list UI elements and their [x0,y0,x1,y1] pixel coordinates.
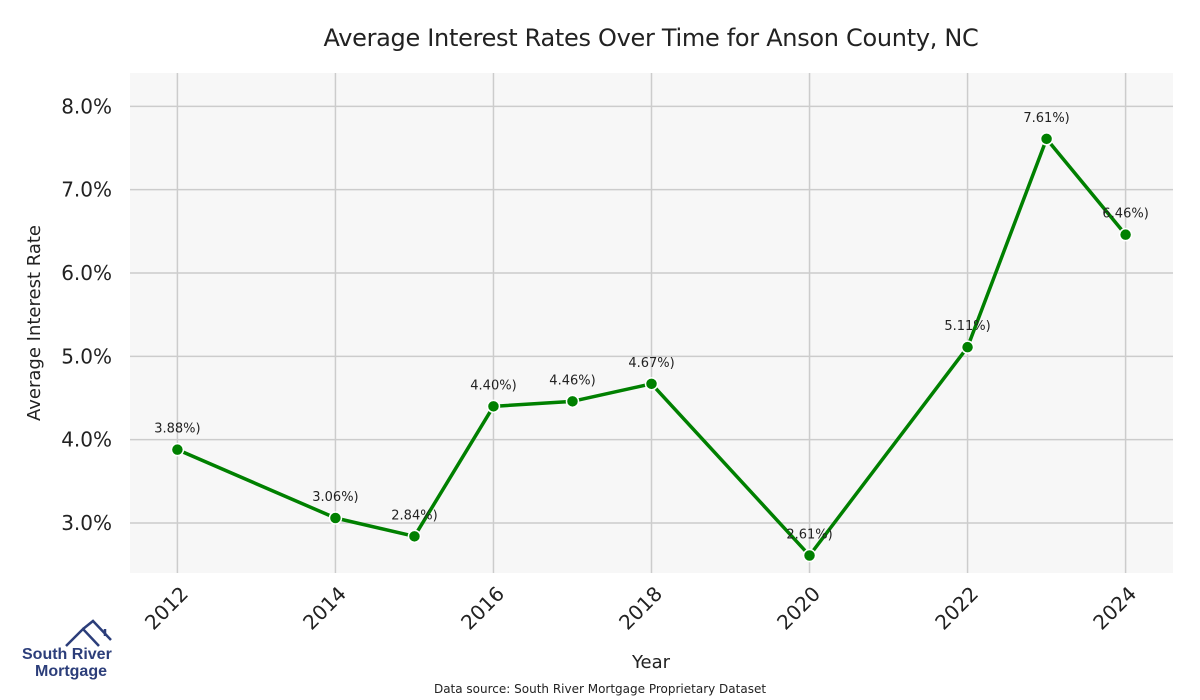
x-axis-label: Year [631,652,671,673]
logo: South River Mortgage [22,619,112,680]
data-label: 3.88%) [154,422,200,437]
data-point [960,340,975,354]
data-label: 4.46%) [549,373,595,388]
data-label: 4.40%) [470,378,516,393]
x-tick-label: 2016 [456,582,509,635]
data-point [170,442,185,457]
chart-title: Average Interest Rates Over Time for Ans… [323,24,978,52]
data-label: 3.06%) [312,490,358,505]
y-tick-label: 5.0% [61,344,112,368]
data-point [1039,132,1054,146]
data-point [1118,227,1133,242]
series-layer: 3.88%) 3.06%) 2.84%) 4.40%) 4.46%) 4.67%) 2.61… [154,111,1149,563]
data-label: 2.84%) [391,508,437,523]
data-point [486,399,501,414]
y-tick-labels: 3.0% 4.0% 5.0% 6.0% 7.0% 8.0% [61,94,112,535]
y-tick-label: 8.0% [61,94,112,118]
x-tick-label: 2018 [614,582,667,635]
data-label: 5.11%) [944,319,990,334]
data-point [407,529,422,544]
y-tick-label: 3.0% [61,511,112,535]
source-note: Data source: South River Mortgage Propri… [434,682,766,696]
data-label: 7.61%) [1023,111,1069,126]
logo-text-line1: South River [22,646,112,663]
data-label: 4.67%) [628,356,674,371]
x-tick-label: 2022 [930,582,983,635]
y-tick-label: 7.0% [61,178,112,202]
y-gridlines [130,105,1173,524]
y-axis-label: Average Interest Rate [24,225,45,421]
logo-text-line2: Mortgage [35,663,107,680]
x-gridlines [176,73,1127,573]
data-point [644,377,659,391]
data-point [802,548,817,563]
y-tick-label: 4.0% [61,428,112,452]
x-tick-label: 2020 [772,582,825,635]
data-point [328,511,343,525]
x-tick-label: 2014 [298,582,351,635]
y-tick-label: 6.0% [61,261,112,285]
data-point [565,394,580,409]
x-tick-labels: 2012 2014 2016 2018 2020 2022 2024 [140,582,1141,635]
x-tick-label: 2024 [1088,582,1141,635]
house-icon [65,619,112,647]
x-tick-label: 2012 [140,582,193,635]
data-label: 2.61%) [786,528,832,543]
series-line [176,137,1127,558]
data-label: 6.46%) [1102,207,1148,222]
